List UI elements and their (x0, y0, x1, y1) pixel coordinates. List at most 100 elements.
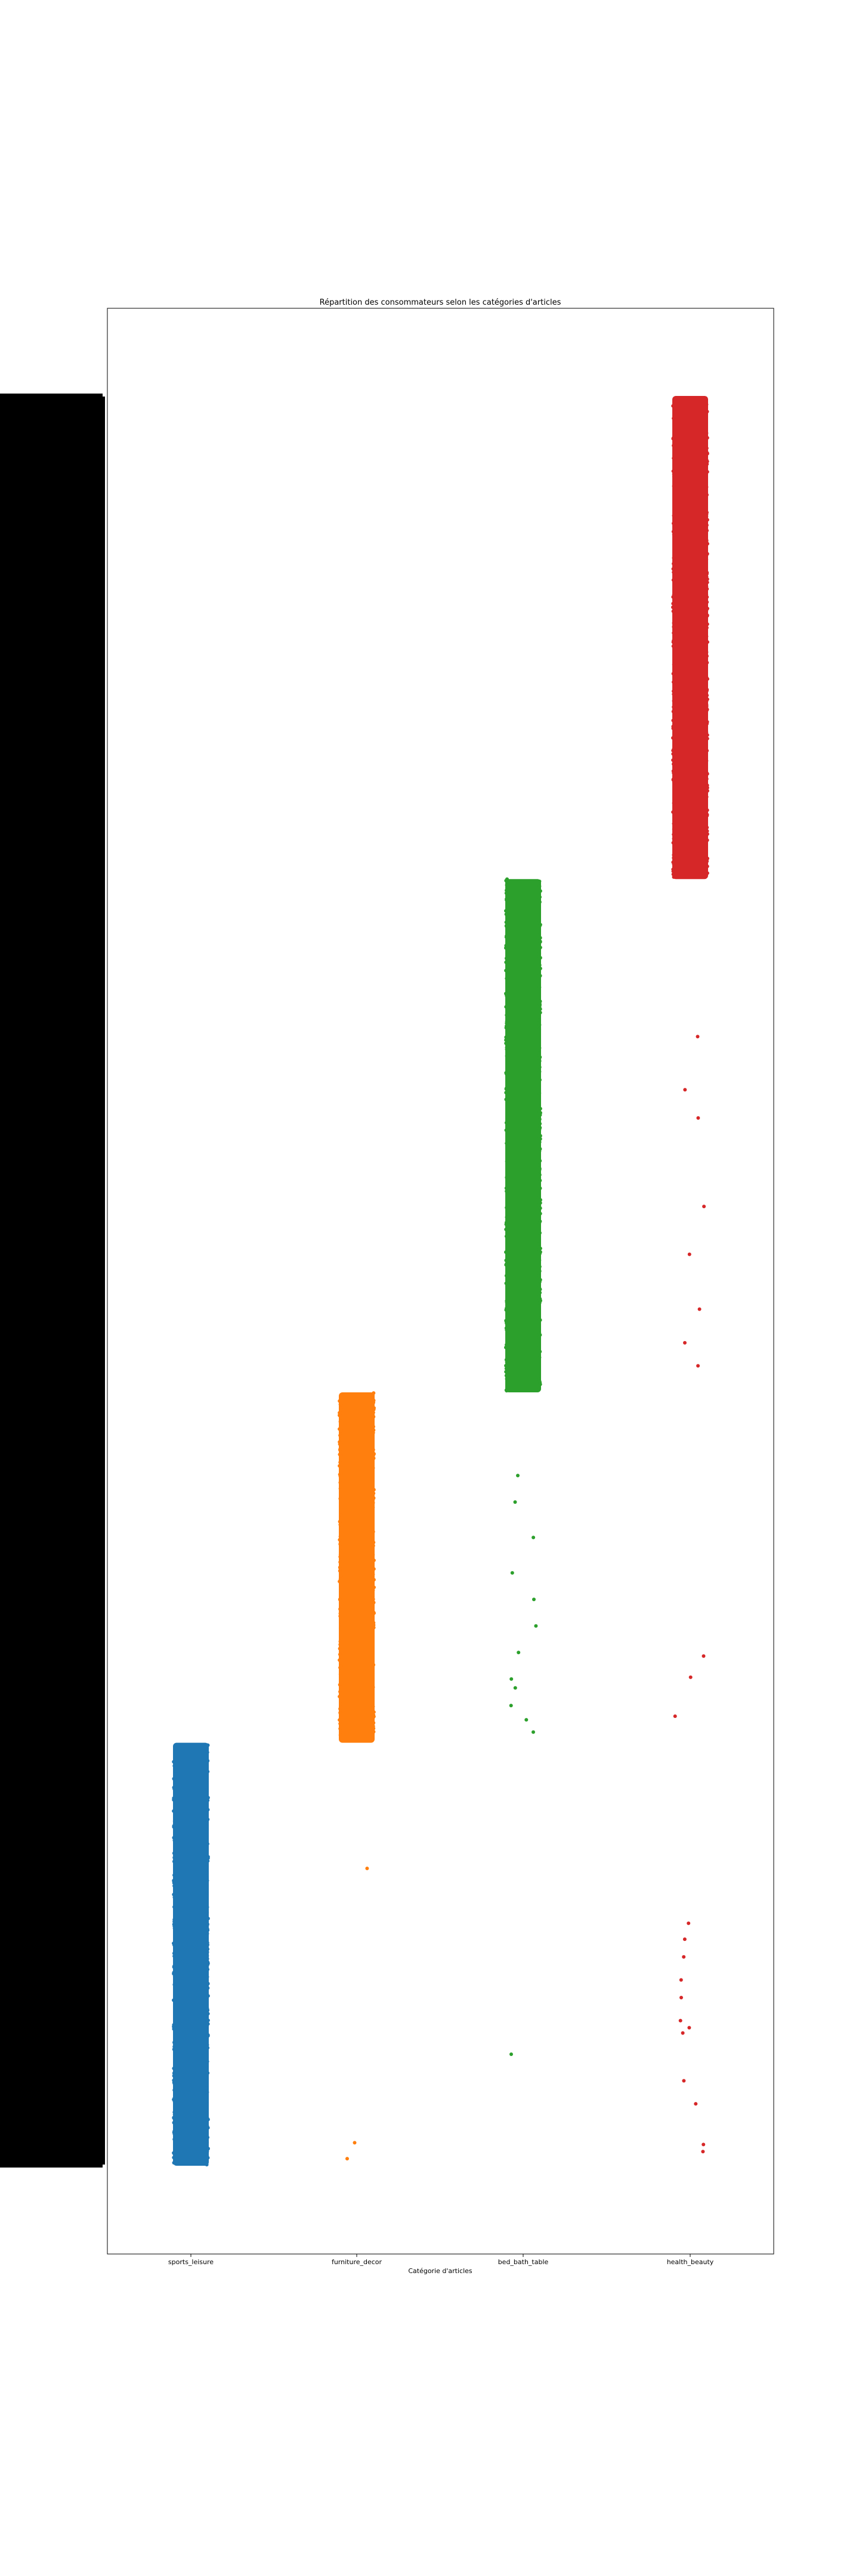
data-point-sports_leisure (205, 1758, 209, 1762)
data-point-health_beauty (671, 567, 675, 571)
data-point-health_beauty (672, 410, 676, 414)
data-point-furniture_decor (370, 1647, 375, 1651)
data-point-bed_bath_table (537, 1295, 541, 1299)
data-point-health_beauty (704, 791, 708, 795)
data-point-bed_bath_table (505, 1019, 509, 1023)
plot-area (107, 308, 774, 2255)
data-point-sports_leisure (173, 2126, 177, 2130)
data-point-bed_bath_table (504, 1222, 508, 1227)
data-point-bed_bath_table (505, 1206, 509, 1210)
data-point-sports_leisure (206, 1856, 210, 1860)
data-point-sports_leisure (205, 1820, 209, 1825)
data-point-sports_leisure (206, 1981, 210, 1986)
data-point-sports_leisure (205, 1891, 209, 1895)
data-point-furniture_decor (370, 1569, 375, 1573)
data-point-sports_leisure (172, 1798, 176, 1802)
data-point-furniture_decor (371, 1553, 375, 1557)
data-point-furniture_decor (372, 1621, 376, 1625)
data-point-furniture_decor (338, 1597, 342, 1601)
data-point-health_beauty (705, 832, 709, 836)
data-point-sports_leisure (172, 2161, 176, 2165)
data-point-bed_bath_table (505, 956, 508, 960)
data-point-health_beauty (672, 738, 676, 742)
data-point-bed_bath_table (504, 1318, 508, 1323)
data-point-bed_bath_table (538, 1147, 542, 1151)
data-point-bed_bath_table (505, 1380, 509, 1385)
data-point-sports_leisure (172, 1851, 176, 1855)
data-point-sports_leisure (205, 1922, 209, 1926)
data-point-bed_bath_table (537, 1059, 542, 1063)
data-point-sports_leisure (205, 1911, 209, 1915)
outlier-point-health_beauty (702, 1654, 706, 1658)
data-point-sports_leisure (172, 1873, 176, 1877)
data-point-bed_bath_table (504, 1367, 508, 1371)
data-point-sports_leisure (206, 2147, 210, 2151)
data-point-health_beauty (672, 801, 676, 805)
data-point-bed_bath_table (538, 1159, 542, 1163)
data-point-furniture_decor (370, 1701, 375, 1705)
outlier-point-bed_bath_table (509, 1677, 514, 1681)
data-point-bed_bath_table (504, 935, 508, 939)
data-point-bed_bath_table (537, 1091, 541, 1095)
x-tick-label: sports_leisure (168, 2258, 214, 2266)
data-point-health_beauty (704, 730, 709, 735)
data-point-furniture_decor (370, 1606, 375, 1609)
outlier-point-health_beauty (679, 1978, 683, 1982)
data-point-health_beauty (704, 563, 708, 566)
data-point-bed_bath_table (537, 951, 542, 955)
data-point-health_beauty (672, 817, 676, 821)
data-point-health_beauty (672, 683, 676, 688)
data-point-bed_bath_table (537, 1265, 542, 1269)
data-point-furniture_decor (339, 1664, 343, 1668)
data-point-sports_leisure (172, 1954, 177, 1958)
data-point-furniture_decor (338, 1464, 342, 1468)
data-point-bed_bath_table (537, 1370, 541, 1374)
data-point-furniture_decor (372, 1425, 375, 1429)
data-point-health_beauty (705, 772, 709, 776)
data-point-furniture_decor (339, 1682, 343, 1686)
data-point-sports_leisure (172, 2096, 177, 2100)
data-point-sports_leisure (205, 1876, 209, 1880)
data-point-bed_bath_table (538, 1219, 542, 1224)
data-point-bed_bath_table (504, 909, 508, 913)
data-point-health_beauty (705, 595, 709, 599)
data-point-furniture_decor (372, 1730, 376, 1734)
outlier-point-health_beauty (683, 1088, 687, 1092)
outlier-point-health_beauty (687, 2026, 691, 2030)
data-point-bed_bath_table (537, 1163, 541, 1167)
data-point-health_beauty (671, 752, 675, 756)
data-point-health_beauty (704, 446, 709, 450)
data-point-sports_leisure (173, 1861, 177, 1865)
data-point-furniture_decor (338, 1646, 342, 1651)
data-point-sports_leisure (206, 2012, 210, 2015)
data-point-furniture_decor (338, 1396, 342, 1400)
data-point-health_beauty (704, 500, 708, 504)
data-point-bed_bath_table (537, 898, 541, 902)
data-point-health_beauty (672, 472, 676, 476)
data-point-health_beauty (705, 689, 709, 693)
data-point-health_beauty (671, 640, 675, 644)
data-point-sports_leisure (205, 1942, 209, 1946)
outlier-point-furniture_decor (353, 2141, 357, 2145)
data-point-health_beauty (671, 530, 675, 534)
data-point-furniture_decor (338, 1690, 342, 1693)
data-point-sports_leisure (206, 2135, 210, 2140)
data-point-sports_leisure (205, 2043, 209, 2047)
data-point-health_beauty (706, 677, 709, 681)
data-point-furniture_decor (372, 1662, 376, 1667)
outlier-point-bed_bath_table (532, 1535, 536, 1540)
data-point-bed_bath_table (537, 1271, 541, 1275)
data-point-health_beauty (672, 532, 676, 537)
data-point-sports_leisure (205, 1803, 209, 1807)
data-point-bed_bath_table (538, 1212, 542, 1216)
data-point-furniture_decor (339, 1620, 343, 1624)
data-point-bed_bath_table (537, 1247, 541, 1252)
data-point-bed_bath_table (505, 1180, 509, 1184)
data-point-bed_bath_table (505, 1159, 509, 1163)
outlier-point-furniture_decor (365, 1866, 369, 1871)
data-point-sports_leisure (205, 1927, 209, 1931)
data-point-health_beauty (705, 493, 709, 497)
data-point-health_beauty (704, 578, 709, 582)
data-point-health_beauty (704, 540, 709, 544)
data-point-sports_leisure (172, 1884, 177, 1888)
